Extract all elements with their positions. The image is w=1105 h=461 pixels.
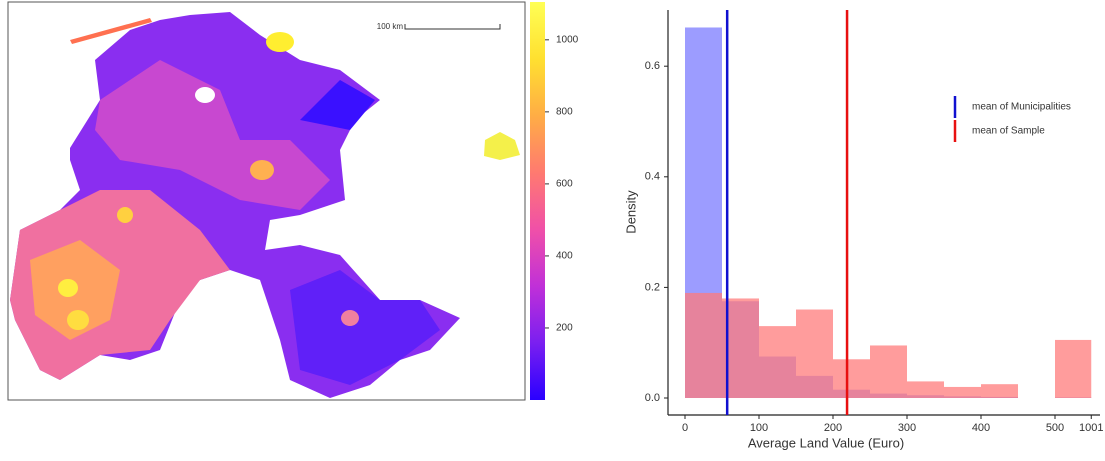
colorbar-tick-label: 1000 <box>556 34 579 45</box>
bar <box>981 384 1018 398</box>
bar <box>759 326 796 398</box>
x-tick-label: 1001 <box>1079 422 1103 434</box>
map-region <box>484 132 520 160</box>
x-tick-label: 0 <box>682 422 688 434</box>
map-region <box>266 32 294 52</box>
scale-bar <box>404 24 501 30</box>
y-axis-title: Density <box>623 190 638 234</box>
map-region <box>67 310 89 330</box>
legend-label: mean of Municipalities <box>972 102 1071 113</box>
bar <box>833 359 870 398</box>
colorbar <box>530 2 545 400</box>
scale-bar-label: 100 km <box>377 22 404 31</box>
bar <box>870 345 907 398</box>
map-region <box>70 18 152 44</box>
map-region <box>117 207 133 223</box>
colorbar-tick-label: 200 <box>556 323 573 334</box>
x-tick-label: 100 <box>750 422 768 434</box>
bar <box>907 381 944 398</box>
x-tick-label: 300 <box>898 422 916 434</box>
legend-label: mean of Sample <box>972 126 1045 137</box>
x-tick-label: 400 <box>972 422 990 434</box>
y-tick-label: 0.2 <box>645 281 660 293</box>
y-tick-label: 0.0 <box>645 392 660 404</box>
map-region <box>250 160 274 180</box>
map-region <box>290 270 440 385</box>
x-tick-label: 200 <box>824 422 842 434</box>
map-region <box>58 279 78 297</box>
x-axis-title: Average Land Value (Euro) <box>748 435 904 450</box>
map-hole <box>195 87 215 103</box>
map-region <box>300 80 375 130</box>
colorbar-tick-label: 600 <box>556 179 573 190</box>
bar <box>1055 339 1092 398</box>
map-region <box>341 310 359 326</box>
y-tick-label: 0.6 <box>645 60 660 72</box>
y-tick-label: 0.4 <box>645 171 660 183</box>
colorbar-tick-label: 400 <box>556 251 573 262</box>
x-tick-label: 500 <box>1046 422 1064 434</box>
bar <box>944 386 981 398</box>
colorbar-tick-label: 800 <box>556 106 573 117</box>
bar <box>796 309 833 398</box>
map <box>10 12 520 398</box>
bar <box>685 292 722 398</box>
